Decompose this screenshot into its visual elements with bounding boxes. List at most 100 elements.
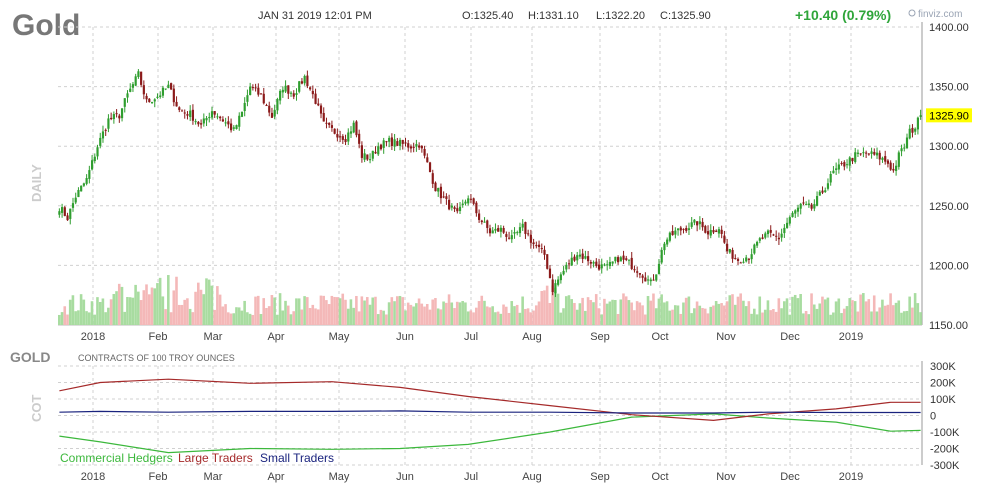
volume-bar [902,311,906,325]
volume-bar [556,293,560,325]
candle-body [712,230,715,233]
volume-bar [513,306,516,325]
volume-bar [761,312,764,325]
cot-legend: Commercial Hedgers Large Traders Small T… [60,451,334,465]
candle-body [600,264,603,269]
candle-body [284,85,287,92]
candle-body [257,87,260,95]
volume-bar [87,312,91,325]
candle-body [276,99,279,111]
candle-body [63,207,66,216]
volume-bar [657,298,661,325]
candle-body [908,128,911,139]
candle-body [246,95,249,102]
volume-bar [216,286,219,325]
volume-bar [532,310,535,325]
volume-bar [341,293,345,325]
finviz-logo[interactable]: finviz.com [908,9,962,20]
volume-bar [98,301,102,325]
volume-bar [624,296,628,325]
candle-body [194,121,197,123]
candle-body [818,191,821,196]
volume-bar [68,299,72,325]
volume-bar [862,293,865,325]
candle-body [873,151,876,155]
volume-bar [199,289,203,325]
price-x-tick-label: Apr [267,331,284,343]
volume-bar [120,286,124,325]
candle-body [835,168,838,170]
candle-body [431,173,434,184]
candle-body [674,230,677,235]
volume-bar [627,300,631,325]
candle-body [488,228,492,234]
candle-body [676,228,680,231]
candle-body [597,264,601,270]
candle-body [409,146,413,149]
volume-bar [851,300,854,325]
candle-body [360,145,363,158]
candle-body [298,81,301,92]
volume-bar [246,312,249,325]
volume-bar [608,301,612,325]
change-value: +10.40 (0.79%) [795,7,891,23]
volume-bar [109,299,113,325]
candle-body [739,262,742,264]
volume-bar [488,307,492,325]
cot-x-tick-label: Jun [396,471,414,483]
volume-bar [853,301,857,325]
volume-bar [682,302,685,325]
volume-bar [515,304,519,325]
volume-bar [709,306,712,325]
volume-bar [714,301,718,325]
volume-bar [870,311,873,325]
candle-body [396,141,399,146]
volume-bar [769,310,772,325]
close-value: C:1325.90 [660,10,711,22]
volume-bar [472,312,475,325]
volume-bar [344,299,347,325]
candle-body [903,147,906,149]
volume-bar [346,308,350,325]
volume-bar [673,305,677,325]
candle-body [649,279,652,282]
candle-body [227,121,230,125]
volume-bar [774,311,778,325]
volume-bar [584,310,587,325]
volume-bar [352,307,355,325]
candle-body [559,274,562,281]
volume-bar [270,295,274,325]
volume-bar [889,293,892,325]
volume-bar [810,293,813,325]
candle-body [701,221,704,228]
candle-body [453,207,456,210]
cot-grid [58,361,923,466]
volume-bar [137,291,140,325]
volume-bar [832,312,835,325]
volume-bar [750,313,753,325]
candle-body [736,258,740,261]
candle-body [706,231,710,235]
volume-bar [834,301,838,325]
candle-body [82,183,85,186]
volume-bar [461,301,464,325]
candle-body [423,148,426,156]
candle-body [742,261,745,263]
volume-bar [842,308,846,325]
candle-body [892,168,895,171]
volume-bar [900,312,903,325]
candle-body [747,258,751,260]
candle-body [292,93,295,97]
candle-body [646,279,650,281]
candle-body [104,129,107,131]
candle-body [279,90,282,101]
volume-bars [58,275,922,325]
candle-body [905,137,909,149]
open-value: O:1325.40 [462,10,513,22]
candle-body [478,213,481,220]
candle-body [385,141,388,143]
candle-body [867,153,870,155]
volume-bar [551,285,554,325]
volume-bar [793,294,797,325]
volume-bar [289,314,293,325]
